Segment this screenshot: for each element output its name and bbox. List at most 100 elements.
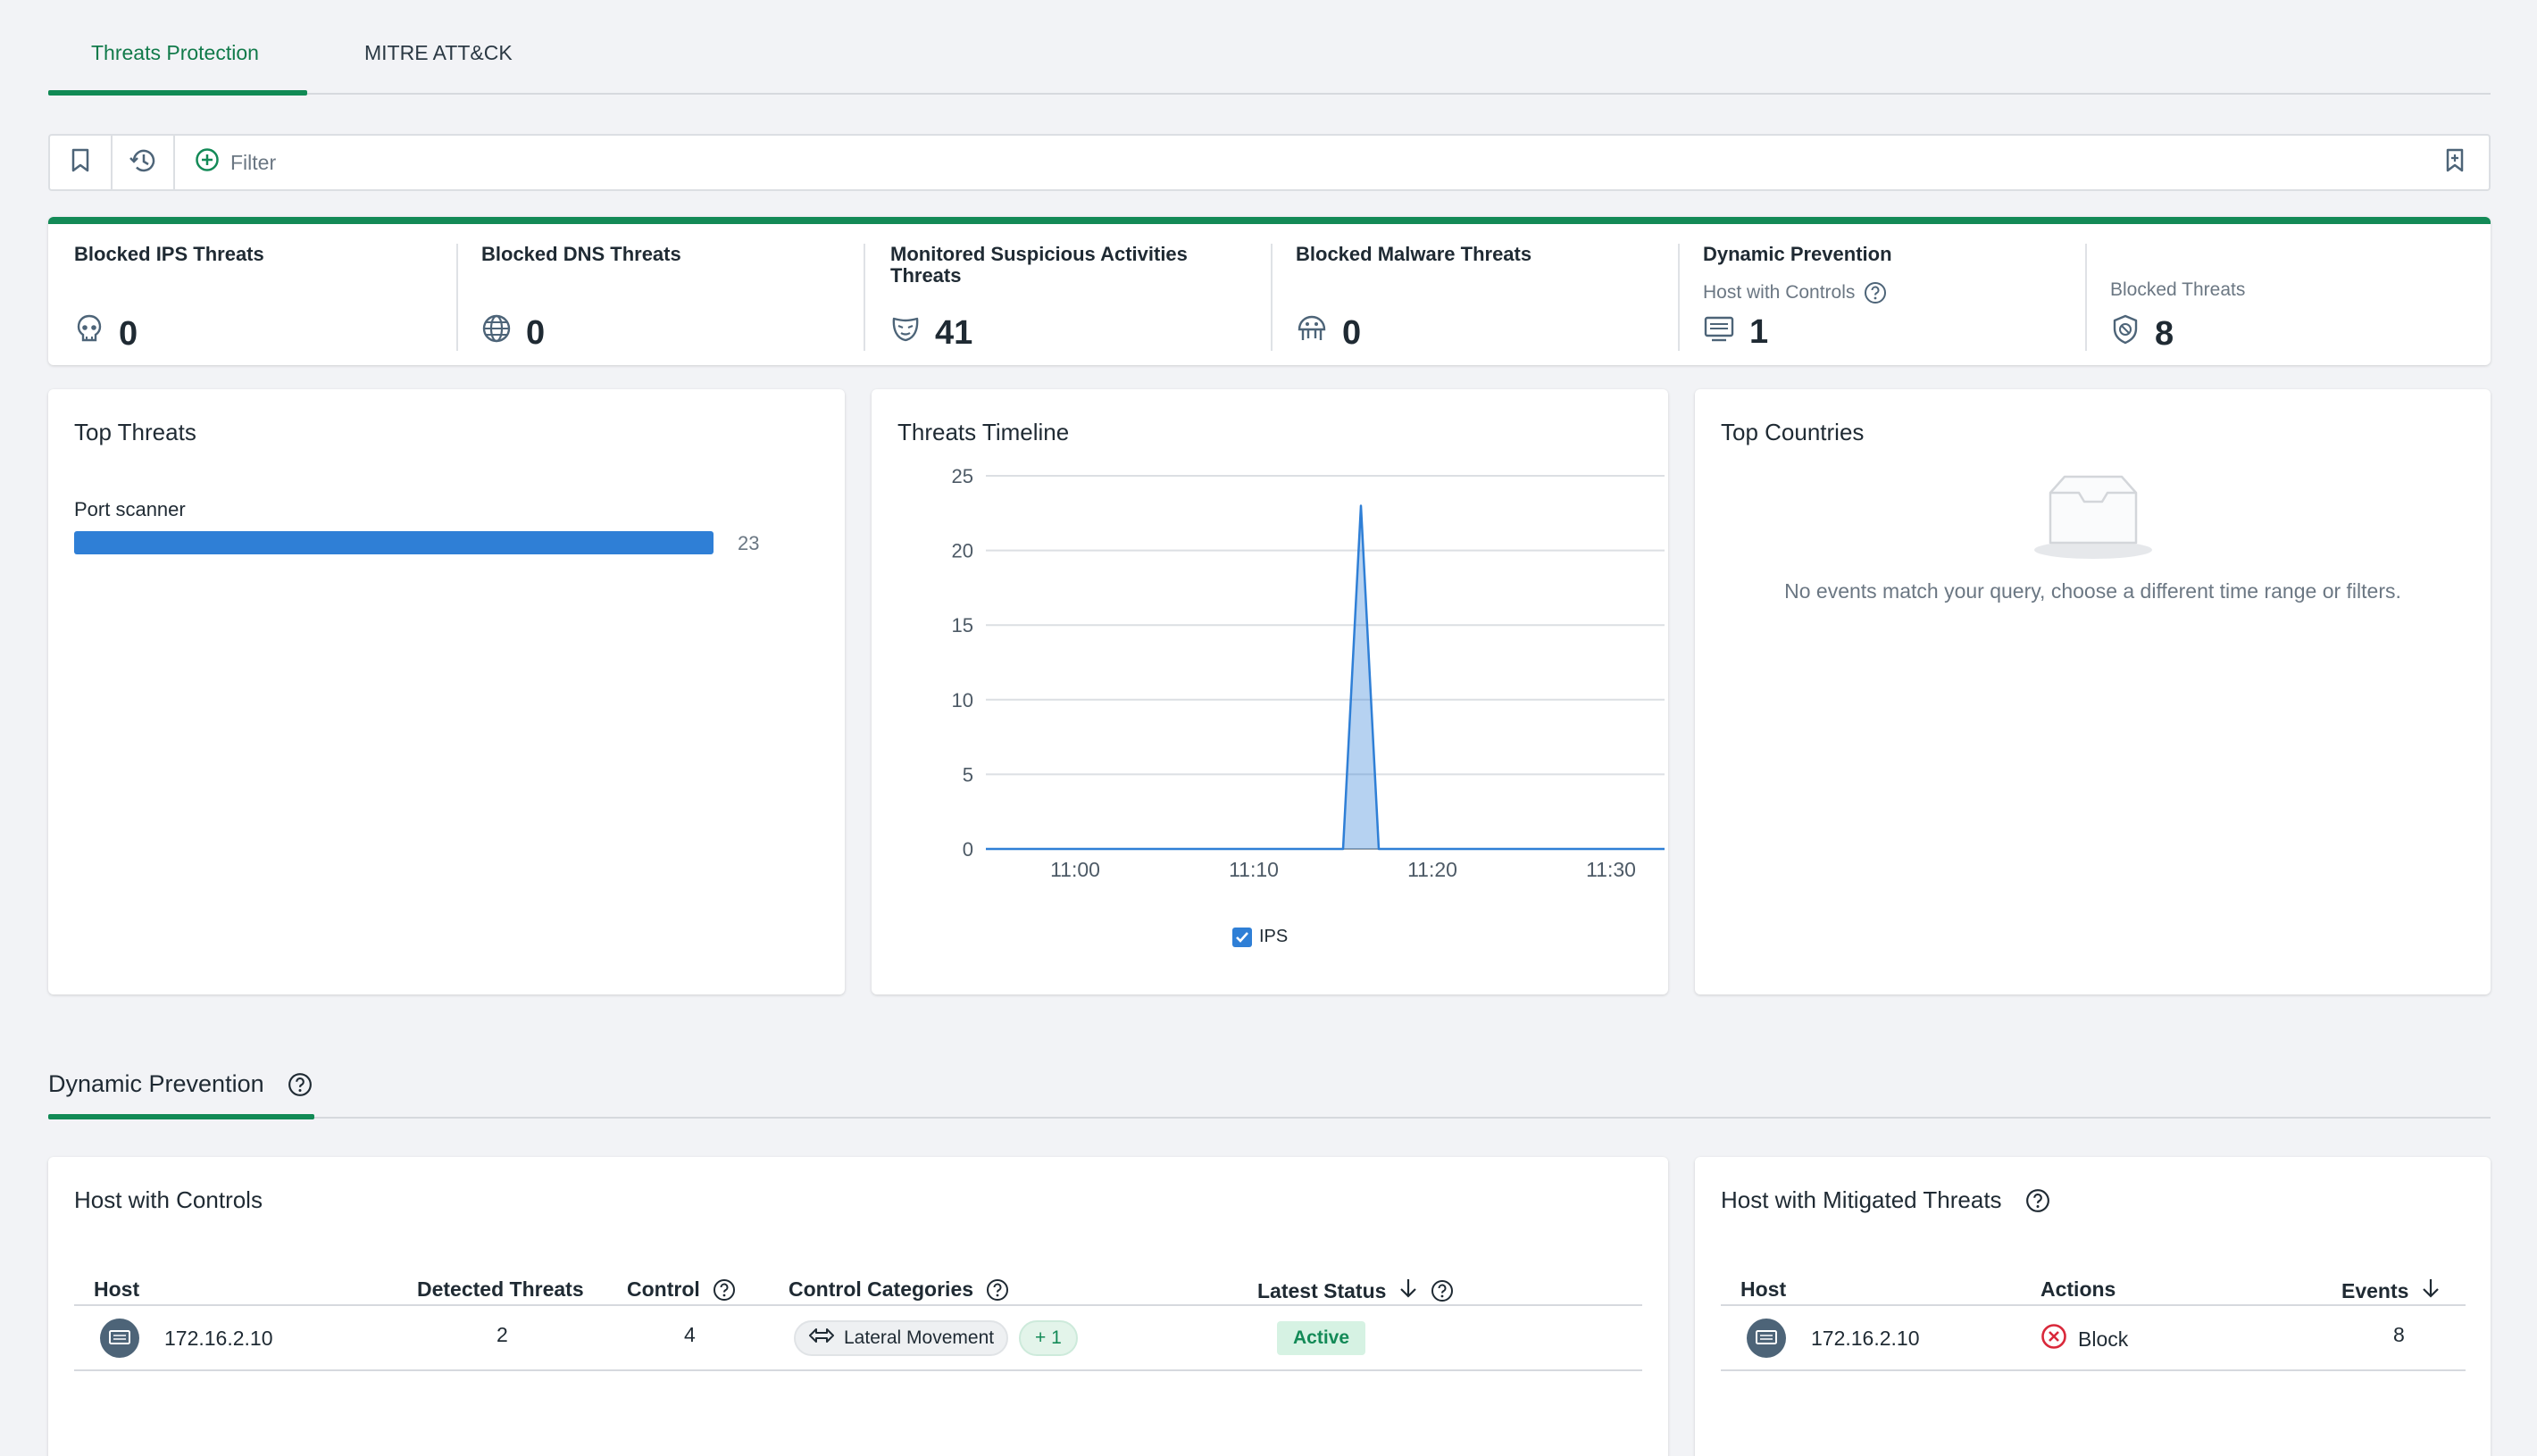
stat-dynamic-prevention-hosts[interactable]: Dynamic Prevention Host with Controls 1 (1703, 224, 2078, 360)
host-with-controls-panel: Host with Controls Host Detected Threats… (48, 1157, 1668, 1456)
tab-mitre-attack[interactable]: MITRE ATT&CK (364, 41, 513, 64)
host-avatar (100, 1319, 139, 1358)
stat-title: Blocked IPS Threats (74, 243, 264, 265)
help-icon[interactable] (288, 1072, 313, 1097)
empty-state-message: No events match your query, choose a dif… (1784, 579, 2401, 603)
action-cell: Block (2040, 1323, 2128, 1355)
active-tab-indicator (48, 90, 307, 96)
stat-value-row: 41 (890, 313, 972, 353)
divider (456, 244, 458, 351)
filter-placeholder: Filter (230, 150, 277, 174)
stat-value: 1 (1749, 313, 1769, 351)
table-header-divider (1721, 1304, 2466, 1306)
stat-title: Blocked Malware Threats (1296, 243, 1532, 265)
column-header-control[interactable]: Control (627, 1277, 736, 1302)
stat-monitored-suspicious[interactable]: Monitored Suspicious Activities Threats … (890, 224, 1265, 360)
series-area (986, 505, 1665, 849)
x-tick-label: 11:00 (1050, 858, 1100, 881)
column-label: Events (2341, 1278, 2409, 1302)
divider (1271, 244, 1273, 351)
page: Threats Protection MITRE ATT&CK Filter (48, 0, 2491, 1456)
control-count: 4 (684, 1323, 696, 1346)
category-chip-lateral-movement[interactable]: Lateral Movement (794, 1320, 1009, 1356)
table-header-divider (74, 1304, 1642, 1306)
tab-threats-protection[interactable]: Threats Protection (91, 41, 259, 64)
column-label: Host (1740, 1277, 1787, 1301)
timeline-chart: 0 5 10 15 20 25 11:00 11:10 11:20 11:30 (952, 465, 1665, 881)
stat-blocked-malware[interactable]: Blocked Malware Threats 0 (1296, 224, 1671, 360)
stat-blocked-ips[interactable]: Blocked IPS Threats 0 (74, 224, 449, 360)
chart-legend[interactable]: IPS (1232, 927, 1288, 947)
column-label: Host (94, 1277, 140, 1301)
stat-value-row: 0 (481, 313, 545, 353)
threats-timeline-panel: Threats Timeline 0 5 10 15 20 25 11:00 11:10 11:… (872, 389, 1668, 994)
column-header-host[interactable]: Host (1740, 1277, 1786, 1302)
y-tick-label: 20 (952, 540, 973, 562)
shield-icon (2110, 313, 2141, 354)
column-header-detected-threats[interactable]: Detected Threats (417, 1277, 584, 1302)
stat-value: 0 (526, 313, 546, 352)
stat-title: Dynamic Prevention (1703, 243, 1892, 265)
threat-bar[interactable] (74, 531, 714, 554)
skull-icon (74, 313, 104, 354)
filter-bar: Filter (48, 134, 2491, 191)
help-icon[interactable] (713, 1278, 736, 1302)
empty-inbox-icon (2031, 475, 2156, 569)
saved-queries-button[interactable] (50, 136, 113, 189)
help-icon[interactable] (2025, 1188, 2050, 1213)
filter-input[interactable]: Filter (195, 136, 276, 189)
stat-value-row: 8 (2110, 313, 2174, 354)
action-label: Block (2078, 1327, 2129, 1351)
panel-title: Top Countries (1721, 419, 1865, 445)
add-circle-icon (195, 147, 220, 178)
help-icon[interactable] (1431, 1279, 1454, 1302)
divider (864, 244, 865, 351)
panel-title: Top Threats (74, 419, 196, 445)
stat-subtitle-row: Host with Controls (1703, 281, 1887, 304)
column-header-host[interactable]: Host (94, 1277, 139, 1302)
column-header-latest-status[interactable]: Latest Status (1257, 1277, 1454, 1304)
stat-subtitle: Blocked Threats (2110, 279, 2246, 300)
column-header-actions[interactable]: Actions (2040, 1277, 2116, 1302)
stat-dynamic-prevention-blocked[interactable]: Blocked Threats 8 (2110, 224, 2467, 360)
legend-checkbox[interactable] (1232, 927, 1252, 947)
panel-title-row: Host with Mitigated Threats (1721, 1186, 2050, 1214)
y-tick-label: 5 (963, 763, 973, 786)
host-icon (1747, 1319, 1786, 1358)
stat-blocked-dns[interactable]: Blocked DNS Threats 0 (481, 224, 856, 360)
column-header-control-categories[interactable]: Control Categories (789, 1277, 1009, 1302)
column-header-events[interactable]: Events (2341, 1277, 2441, 1304)
stat-value-row: 1 (1703, 313, 1768, 352)
more-categories-chip[interactable]: + 1 (1019, 1320, 1078, 1356)
stat-title: Monitored Suspicious Activities Threats (890, 243, 1188, 287)
host-address[interactable]: 172.16.2.10 (1811, 1327, 1920, 1350)
top-countries-panel: Top Countries No events match your query… (1695, 389, 2491, 994)
detected-threats-count: 2 (497, 1323, 508, 1346)
divider (2085, 244, 2087, 351)
series-line (986, 504, 1665, 851)
stat-subtitle: Host with Controls (1703, 282, 1856, 303)
help-icon[interactable] (1864, 281, 1887, 304)
help-icon[interactable] (986, 1278, 1009, 1302)
column-label: Detected Threats (417, 1277, 584, 1301)
save-query-button[interactable] (2444, 148, 2466, 178)
dynamic-prevention-section-header: Dynamic Prevention (48, 1067, 2491, 1119)
divider (1678, 244, 1680, 351)
table-row-divider (1721, 1369, 2466, 1371)
top-threats-panel: Top Threats Port scanner 23 (48, 389, 845, 994)
panel-title: Host with Mitigated Threats (1721, 1186, 2002, 1213)
y-tick-label: 10 (952, 689, 973, 711)
mask-icon (890, 313, 921, 353)
stat-title: Blocked DNS Threats (481, 243, 681, 265)
column-label: Control (627, 1277, 700, 1301)
host-address[interactable]: 172.16.2.10 (164, 1327, 273, 1350)
bookmark-add-icon (2444, 148, 2466, 177)
x-tick-label: 11:20 (1407, 858, 1457, 881)
section-title: Dynamic Prevention (48, 1070, 264, 1097)
y-tick-label: 15 (952, 614, 973, 636)
history-button[interactable] (113, 136, 175, 189)
block-icon (2040, 1323, 2067, 1355)
events-count: 8 (2393, 1323, 2405, 1346)
lateral-movement-icon (808, 1327, 835, 1350)
stat-value-row: 0 (1296, 313, 1361, 353)
